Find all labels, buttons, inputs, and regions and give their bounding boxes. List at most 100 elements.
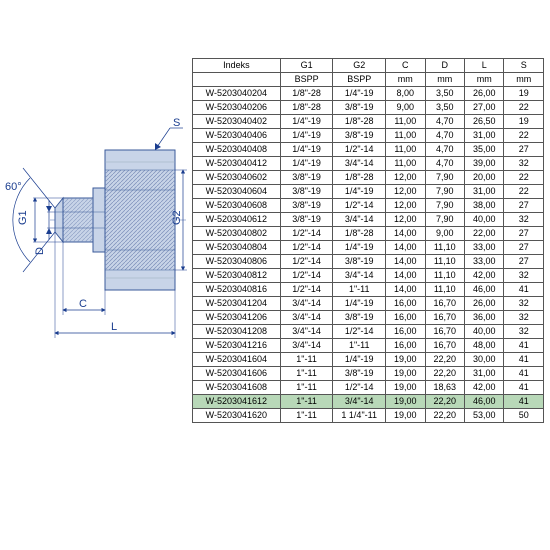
table-cell: W-5203041208 [193, 325, 281, 339]
table-cell: 4,70 [425, 143, 464, 157]
table-cell: 33,00 [465, 241, 504, 255]
l-label: L [111, 321, 117, 333]
table-cell: 1/2"-14 [280, 255, 333, 269]
table-cell: 22 [504, 185, 544, 199]
table-cell: 16,00 [386, 297, 425, 311]
table-row: W-52030408041/2"-141/4"-1914,0011,1033,0… [193, 241, 544, 255]
table-cell: 12,00 [386, 171, 425, 185]
table-cell: 3/8"-19 [280, 213, 333, 227]
table-cell: 16,70 [425, 325, 464, 339]
table-cell: 1/2"-14 [333, 381, 386, 395]
table-cell: 31,00 [465, 185, 504, 199]
table-cell: 38,00 [465, 199, 504, 213]
table-cell: 12,00 [386, 199, 425, 213]
col-header: G2 [333, 59, 386, 73]
table-cell: W-5203041620 [193, 409, 281, 423]
table-cell: W-5203041612 [193, 395, 281, 409]
table-cell: 1/4"-19 [333, 185, 386, 199]
table-cell: 27 [504, 199, 544, 213]
table-cell: 41 [504, 381, 544, 395]
table-cell: W-5203040206 [193, 101, 281, 115]
table-cell: 3/4"-14 [333, 213, 386, 227]
table-cell: 53,00 [465, 409, 504, 423]
table-cell: 16,70 [425, 311, 464, 325]
col-subheader: mm [386, 73, 425, 87]
table-cell: 1/8"-28 [333, 171, 386, 185]
table-cell: 1"-11 [280, 353, 333, 367]
table-cell: 22 [504, 101, 544, 115]
table-cell: W-5203040804 [193, 241, 281, 255]
table-cell: 22,00 [465, 227, 504, 241]
table-cell: 40,00 [465, 325, 504, 339]
table-cell: 32 [504, 157, 544, 171]
table-row: W-52030402061/8"-283/8"-199,003,5027,002… [193, 101, 544, 115]
table-cell: W-5203040608 [193, 199, 281, 213]
table-cell: 20,00 [465, 171, 504, 185]
table-cell: 48,00 [465, 339, 504, 353]
table-cell: 16,00 [386, 311, 425, 325]
table-row: W-52030408061/2"-143/8"-1914,0011,1033,0… [193, 255, 544, 269]
table-cell: 14,00 [386, 255, 425, 269]
table-cell: 22,20 [425, 353, 464, 367]
table-cell: 9,00 [386, 101, 425, 115]
table-cell: 1/2"-14 [333, 325, 386, 339]
table-cell: 1/4"-19 [333, 241, 386, 255]
col-header: G1 [280, 59, 333, 73]
table-cell: 11,00 [386, 115, 425, 129]
s-label: S [173, 117, 180, 129]
table-cell: 3/4"-14 [333, 269, 386, 283]
table-cell: 1/4"-19 [280, 157, 333, 171]
table-cell: 14,00 [386, 283, 425, 297]
table-cell: 8,00 [386, 87, 425, 101]
table-cell: 19 [504, 115, 544, 129]
table-cell: 4,70 [425, 157, 464, 171]
s-dim: S [155, 117, 183, 150]
table-cell: 1/2"-14 [280, 227, 333, 241]
table-cell: 26,00 [465, 87, 504, 101]
table-cell: 19,00 [386, 381, 425, 395]
table-cell: 27,00 [465, 101, 504, 115]
table-row: W-52030404121/4"-193/4"-1411,004,7039,00… [193, 157, 544, 171]
table-cell: 19,00 [386, 353, 425, 367]
table-cell: W-5203041206 [193, 311, 281, 325]
table-row: W-52030416081"-111/2"-1419,0018,6342,004… [193, 381, 544, 395]
table-cell: 1/4"-19 [280, 143, 333, 157]
table-cell: 32 [504, 311, 544, 325]
table-cell: W-5203040602 [193, 171, 281, 185]
table-cell: 1"-11 [280, 409, 333, 423]
table-cell: 1/4"-19 [333, 353, 386, 367]
table-row: W-52030412083/4"-141/2"-1416,0016,7040,0… [193, 325, 544, 339]
table-cell: 1/4"-19 [333, 87, 386, 101]
d-label: D [34, 247, 46, 255]
table-cell: 11,00 [386, 143, 425, 157]
table-row: W-52030412163/4"-141"-1116,0016,7048,004… [193, 339, 544, 353]
table-cell: 27 [504, 255, 544, 269]
table-header: IndeksG1G2CDLS BSPPBSPPmmmmmmmm [193, 59, 544, 87]
table-cell: 1/8"-28 [333, 227, 386, 241]
table-cell: W-5203041608 [193, 381, 281, 395]
table-cell: 32 [504, 269, 544, 283]
table-cell: 3/4"-14 [280, 325, 333, 339]
table-cell: 33,00 [465, 255, 504, 269]
table-cell: 26,00 [465, 297, 504, 311]
table-cell: 1/8"-28 [333, 115, 386, 129]
table-cell: 1"-11 [280, 395, 333, 409]
table-cell: 11,10 [425, 269, 464, 283]
table-cell: W-5203040204 [193, 87, 281, 101]
table-cell: 1/2"-14 [280, 283, 333, 297]
fitting-body [105, 150, 175, 290]
table-cell: 36,00 [465, 311, 504, 325]
col-subheader: mm [465, 73, 504, 87]
table-cell: 4,70 [425, 115, 464, 129]
table-cell: 7,90 [425, 199, 464, 213]
table-cell: 11,10 [425, 255, 464, 269]
technical-drawing: 60° G1 D G2 S C [5, 90, 190, 360]
table-cell: 3,50 [425, 87, 464, 101]
table-cell: 3/8"-19 [333, 255, 386, 269]
table-cell: 19,00 [386, 367, 425, 381]
table-cell: 11,10 [425, 241, 464, 255]
col-subheader: mm [425, 73, 464, 87]
table-cell: 1/2"-14 [333, 199, 386, 213]
table-cell: W-5203040802 [193, 227, 281, 241]
table-row: W-52030416201"-111 1/4"-1119,0022,2053,0… [193, 409, 544, 423]
